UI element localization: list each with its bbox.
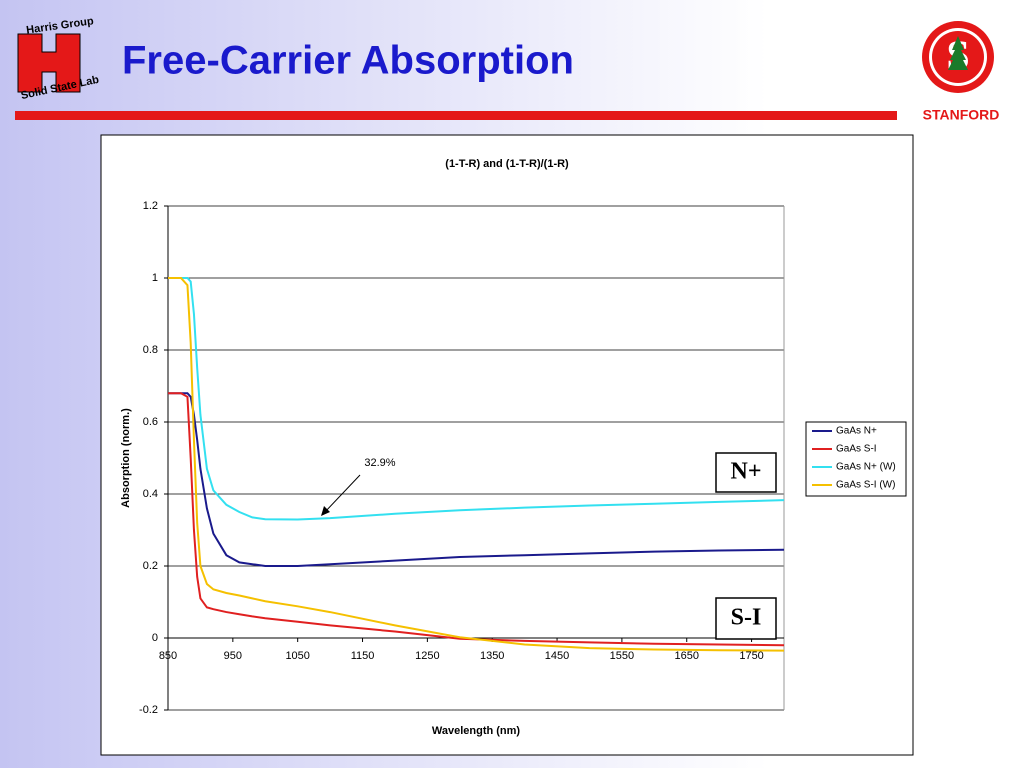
annotation-arrow [323,474,361,514]
x-tick-label: 1150 [351,650,375,662]
x-axis-label: Wavelength (nm) [432,725,521,737]
annotation: S-I [731,605,762,631]
x-tick-label: 1450 [545,650,569,662]
legend-label: GaAs S-I [836,444,877,455]
annotation: N+ [730,459,761,485]
series-line [168,392,785,647]
logo-text: STANFORD [923,107,1000,123]
x-tick-label: 1750 [739,650,763,662]
annotation-box [715,597,777,640]
y-tick-label: 0.6 [143,416,158,428]
legend-label: GaAs N+ [836,426,877,437]
y-tick-label: -0.2 [139,704,158,716]
x-tick-label: 1050 [285,650,309,662]
x-tick-label: 1650 [674,650,698,662]
x-tick-label: 950 [224,650,242,662]
x-tick-label: 1550 [610,650,634,662]
y-tick-label: 0.4 [143,488,158,500]
y-tick-label: 1 [152,272,158,284]
annotation: 32.9% [364,457,395,469]
annotation-box [715,452,777,493]
y-tick-label: 0 [152,632,158,644]
series-line [168,277,785,521]
y-axis-label: Absorption (norm.) [120,408,132,508]
x-tick-label: 850 [159,650,177,662]
stanford-logo: S [922,21,994,93]
chart-title: (1-T-R) and (1-T-R)/(1-R) [445,158,569,170]
y-tick-label: 0.2 [143,560,158,572]
legend-box [805,421,907,497]
chart-frame [100,134,914,756]
plot-area: -0.2 0 0.2 0.4 0.6 0.8 1 1.2 850 950 1050 1150 1250 1… [139,200,785,716]
logo-h [17,33,81,93]
y-tick-label: 1.2 [143,200,158,212]
legend-label: GaAs N+ (W) [836,462,896,473]
x-tick-label: 1250 [415,650,439,662]
logo-tree [948,36,968,70]
legend-label: GaAs S-I (W) [836,480,895,491]
x-tick-label: 1350 [480,650,504,662]
slide-title: Free-Carrier Absorption [122,39,574,83]
y-tick-label: 0.8 [143,344,158,356]
header-rule [15,111,897,120]
annotation-arrowhead [321,506,330,516]
series-line [168,277,785,652]
